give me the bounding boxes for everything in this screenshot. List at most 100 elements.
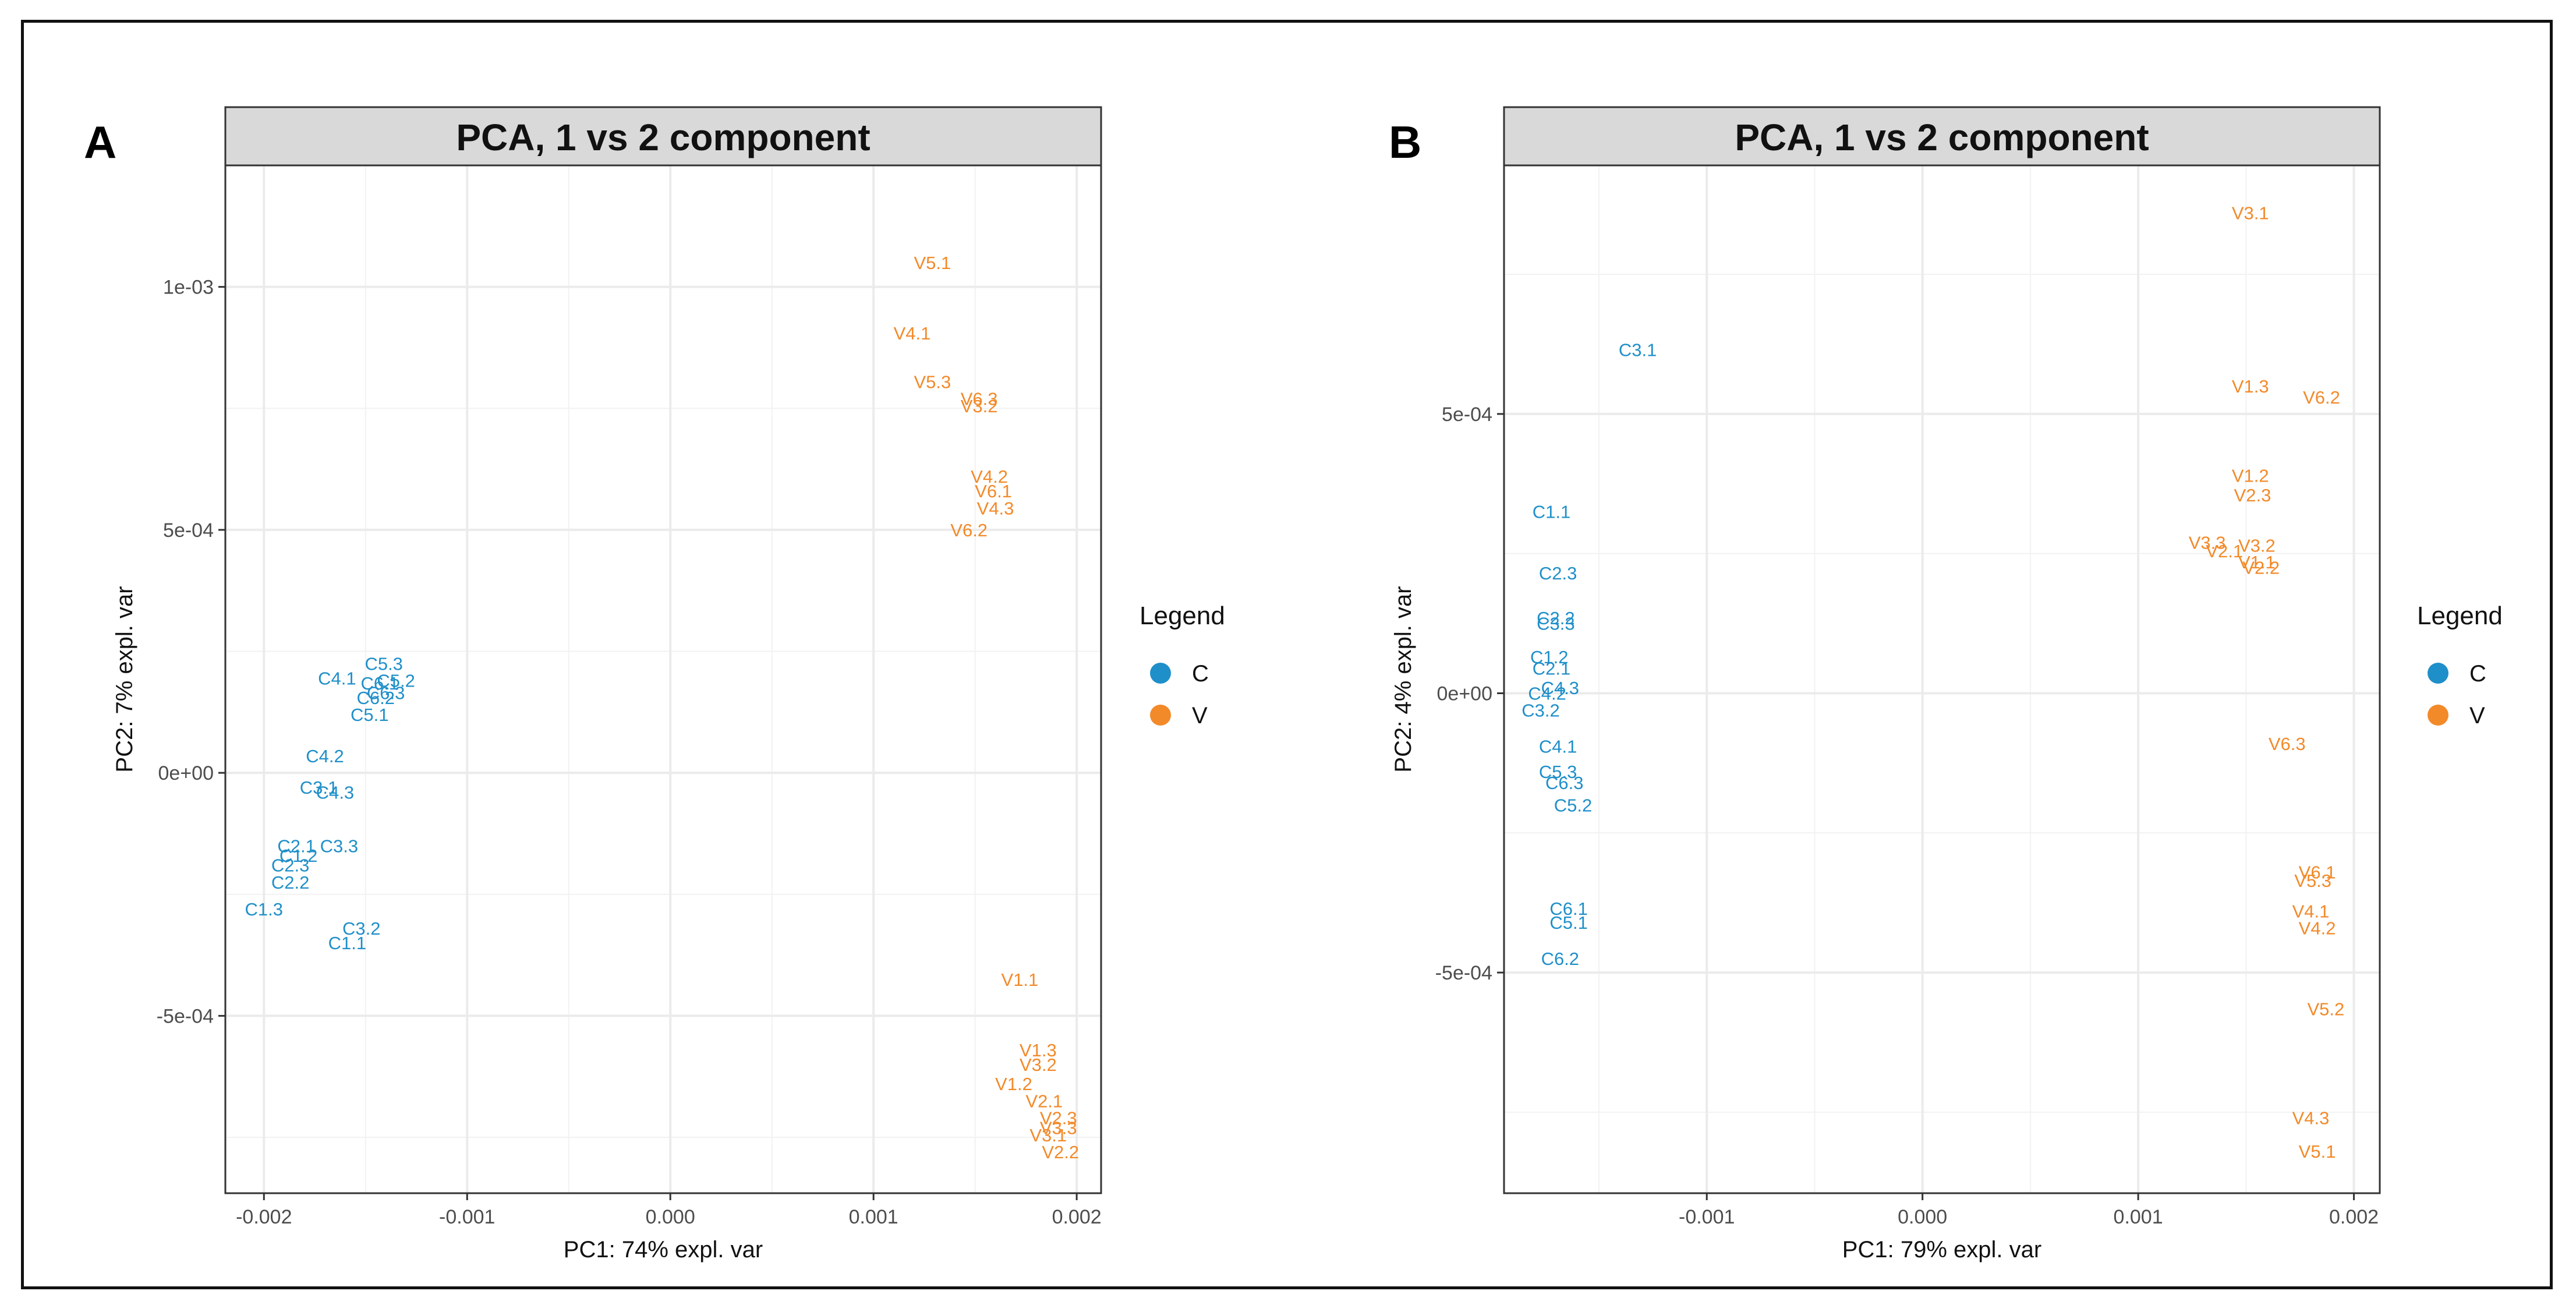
panel-b-point-v-1: V1.3 bbox=[2232, 376, 2269, 397]
panel-a-x-tick-label-1: -0.001 bbox=[439, 1206, 495, 1228]
panel-b-point-c-3: C2.2 bbox=[1537, 608, 1574, 628]
panel-b-x-tick-label-3: 0.002 bbox=[2329, 1206, 2379, 1228]
panel-b-point-c-8: C4.2 bbox=[1528, 683, 1566, 703]
panel-a-point-c-16: C3.2 bbox=[342, 918, 380, 939]
panel-b-point-v-13: V4.1 bbox=[2292, 901, 2330, 922]
panel-b-point-c-4: C3.3 bbox=[1537, 614, 1574, 634]
panel-a-y-tick-label-2: 5e-04 bbox=[163, 519, 214, 542]
panel-a-legend-label-c: C bbox=[1192, 661, 1209, 687]
panel-a-legend-key-c bbox=[1150, 663, 1171, 684]
panel-a-y-axis-title: PC2: 7% expl. var bbox=[112, 586, 137, 772]
panel-a-point-v-14: V2.3 bbox=[1040, 1108, 1077, 1129]
panel-a-point-c-6: C5.1 bbox=[351, 705, 388, 725]
panel-b-point-c-15: C5.1 bbox=[1549, 913, 1587, 933]
panel-b-point-v-2: V6.2 bbox=[2303, 387, 2340, 408]
panel-a-point-c-0: C5.3 bbox=[365, 653, 402, 674]
panel-a-point-c-10: C2.1 bbox=[277, 836, 315, 856]
panel-b-y-tick-label-0: -5e-04 bbox=[1435, 962, 1492, 984]
panel-b-point-v-3: V1.2 bbox=[2232, 465, 2269, 486]
panel-b-point-v-8: V1.1 bbox=[2238, 552, 2276, 572]
panel-a-x-tick-label-3: 0.001 bbox=[849, 1206, 898, 1228]
panel-b-x-tick-label-1: 0.000 bbox=[1898, 1206, 1947, 1228]
panel-a-point-c-2: C6.1 bbox=[360, 673, 398, 694]
panel-b-point-c-5: C1.2 bbox=[1530, 647, 1568, 667]
panel-a-point-v-13: V2.1 bbox=[1025, 1091, 1063, 1111]
panel-a-point-c-1: C4.1 bbox=[318, 668, 356, 688]
panel-a-point-v-9: V1.1 bbox=[1002, 970, 1039, 990]
panel-a-point-c-15: C1.3 bbox=[245, 899, 283, 920]
panel-a-label: A bbox=[84, 116, 116, 168]
panel-a-point-c-7: C4.2 bbox=[306, 746, 344, 766]
panel-b-legend-label-c: C bbox=[2469, 661, 2486, 687]
panel-b-legend-label-v: V bbox=[2469, 703, 2485, 729]
panel-a-point-v-11: V3.2 bbox=[1020, 1055, 1057, 1075]
panel-b-x-tick-label-2: 0.001 bbox=[2114, 1206, 2163, 1228]
panel-b-point-c-11: C5.3 bbox=[1539, 762, 1577, 782]
panel-a-y-tick-label-3: 1e-03 bbox=[163, 277, 214, 299]
panel-a-point-v-16: V3.1 bbox=[1029, 1125, 1067, 1145]
panel-b-point-c-12: C6.3 bbox=[1545, 773, 1583, 793]
panel-b-plot-area bbox=[1504, 165, 2380, 1193]
panel-a-point-c-13: C2.3 bbox=[271, 855, 309, 876]
panel-a-point-v-15: V3.3 bbox=[1040, 1118, 1077, 1138]
panel-b-x-axis-title: PC1: 79% expl. var bbox=[1842, 1237, 2041, 1263]
panel-b-point-c-13: C5.2 bbox=[1554, 795, 1592, 815]
panel-b-point-v-17: V5.1 bbox=[2299, 1141, 2336, 1162]
panel-a-legend-title: Legend bbox=[1140, 602, 1225, 630]
panel-b-legend-key-c bbox=[2428, 663, 2448, 684]
panel-b-point-c-10: C4.1 bbox=[1539, 737, 1577, 757]
panel-a-x-tick-label-2: 0.000 bbox=[646, 1206, 695, 1228]
panel-b-point-c-16: C6.2 bbox=[1541, 949, 1579, 969]
panel-b-point-c-6: C2.1 bbox=[1533, 658, 1570, 678]
panel-a-point-v-10: V1.3 bbox=[1020, 1040, 1057, 1060]
panel-a-x-tick-label-0: -0.002 bbox=[236, 1206, 292, 1228]
panel-a-x-axis-title: PC1: 74% expl. var bbox=[564, 1237, 763, 1263]
panel-b-point-c-1: C1.1 bbox=[1533, 502, 1570, 522]
panel-b-plot-border bbox=[1503, 164, 2381, 1194]
panel-a-title: PCA, 1 vs 2 component bbox=[456, 116, 870, 158]
panel-a-point-c-17: C1.1 bbox=[328, 933, 366, 953]
panel-a-point-c-9: C4.3 bbox=[316, 783, 354, 803]
panel-b-point-c-14: C6.1 bbox=[1549, 899, 1587, 919]
panel-a-point-c-11: C3.3 bbox=[320, 836, 358, 856]
panel-a-point-v-0: V5.1 bbox=[914, 253, 951, 273]
panel-a-point-c-4: C6.3 bbox=[367, 682, 405, 703]
panel-b-point-v-11: V6.1 bbox=[2299, 862, 2336, 882]
panel-b-point-v-4: V2.3 bbox=[2234, 485, 2271, 505]
panel-a-point-v-3: V6.3 bbox=[961, 389, 998, 409]
panel-b-y-tick-label-1: 0e+00 bbox=[1437, 682, 1493, 705]
panel-a-point-c-3: C5.2 bbox=[377, 671, 415, 691]
panel-a-point-v-5: V4.2 bbox=[971, 466, 1008, 487]
panel-a-legend-key-v bbox=[1150, 705, 1171, 726]
panel-a-point-v-17: V2.2 bbox=[1042, 1142, 1079, 1162]
panel-b-point-v-9: V2.2 bbox=[2242, 558, 2280, 578]
panel-a-plot-border bbox=[224, 164, 1102, 1194]
panel-b-point-v-14: V4.2 bbox=[2299, 918, 2336, 938]
panel-b-y-axis-title: PC2: 4% expl. var bbox=[1390, 586, 1416, 772]
panel-a-y-tick-label-0: -5e-04 bbox=[157, 1005, 214, 1027]
panel-a-point-c-5: C6.2 bbox=[356, 688, 394, 708]
panel-a-point-v-2: V5.3 bbox=[914, 372, 951, 392]
panel-b-legend-key-v bbox=[2428, 705, 2448, 726]
chart-svg: A PCA, 1 vs 2 component -0.002 -0.001 0.000 0… bbox=[84, 106, 2503, 1263]
panel-a-point-v-7: V4.3 bbox=[977, 498, 1014, 518]
panel-a-point-v-1: V4.1 bbox=[894, 323, 931, 344]
panel-a-point-v-8: V6.2 bbox=[950, 520, 988, 540]
panel-a-plot-area bbox=[225, 165, 1101, 1193]
panel-a-point-v-12: V1.2 bbox=[995, 1074, 1032, 1094]
panel-a-point-c-14: C2.2 bbox=[271, 872, 309, 893]
panel-b-label: B bbox=[1389, 116, 1421, 168]
panel-a-title-strip bbox=[224, 106, 1102, 167]
panel-b-title-strip bbox=[1503, 106, 2381, 167]
panel-a-point-v-4: V3.2 bbox=[961, 396, 998, 416]
figure-frame: A PCA, 1 vs 2 component -0.002 -0.001 0.000 0… bbox=[21, 20, 2553, 1289]
panel-b-legend-title: Legend bbox=[2417, 602, 2503, 630]
panel-b-point-v-6: V3.2 bbox=[2238, 535, 2276, 556]
panel-b-point-c-7: C4.3 bbox=[1541, 678, 1579, 698]
panel-b-point-c-0: C3.1 bbox=[1619, 340, 1657, 360]
panel-b-point-v-10: V6.3 bbox=[2269, 734, 2306, 754]
panel-b-point-v-12: V5.3 bbox=[2294, 871, 2331, 891]
panel-b-point-c-2: C2.3 bbox=[1539, 563, 1577, 583]
panel-b-point-v-5: V3.3 bbox=[2189, 532, 2226, 553]
